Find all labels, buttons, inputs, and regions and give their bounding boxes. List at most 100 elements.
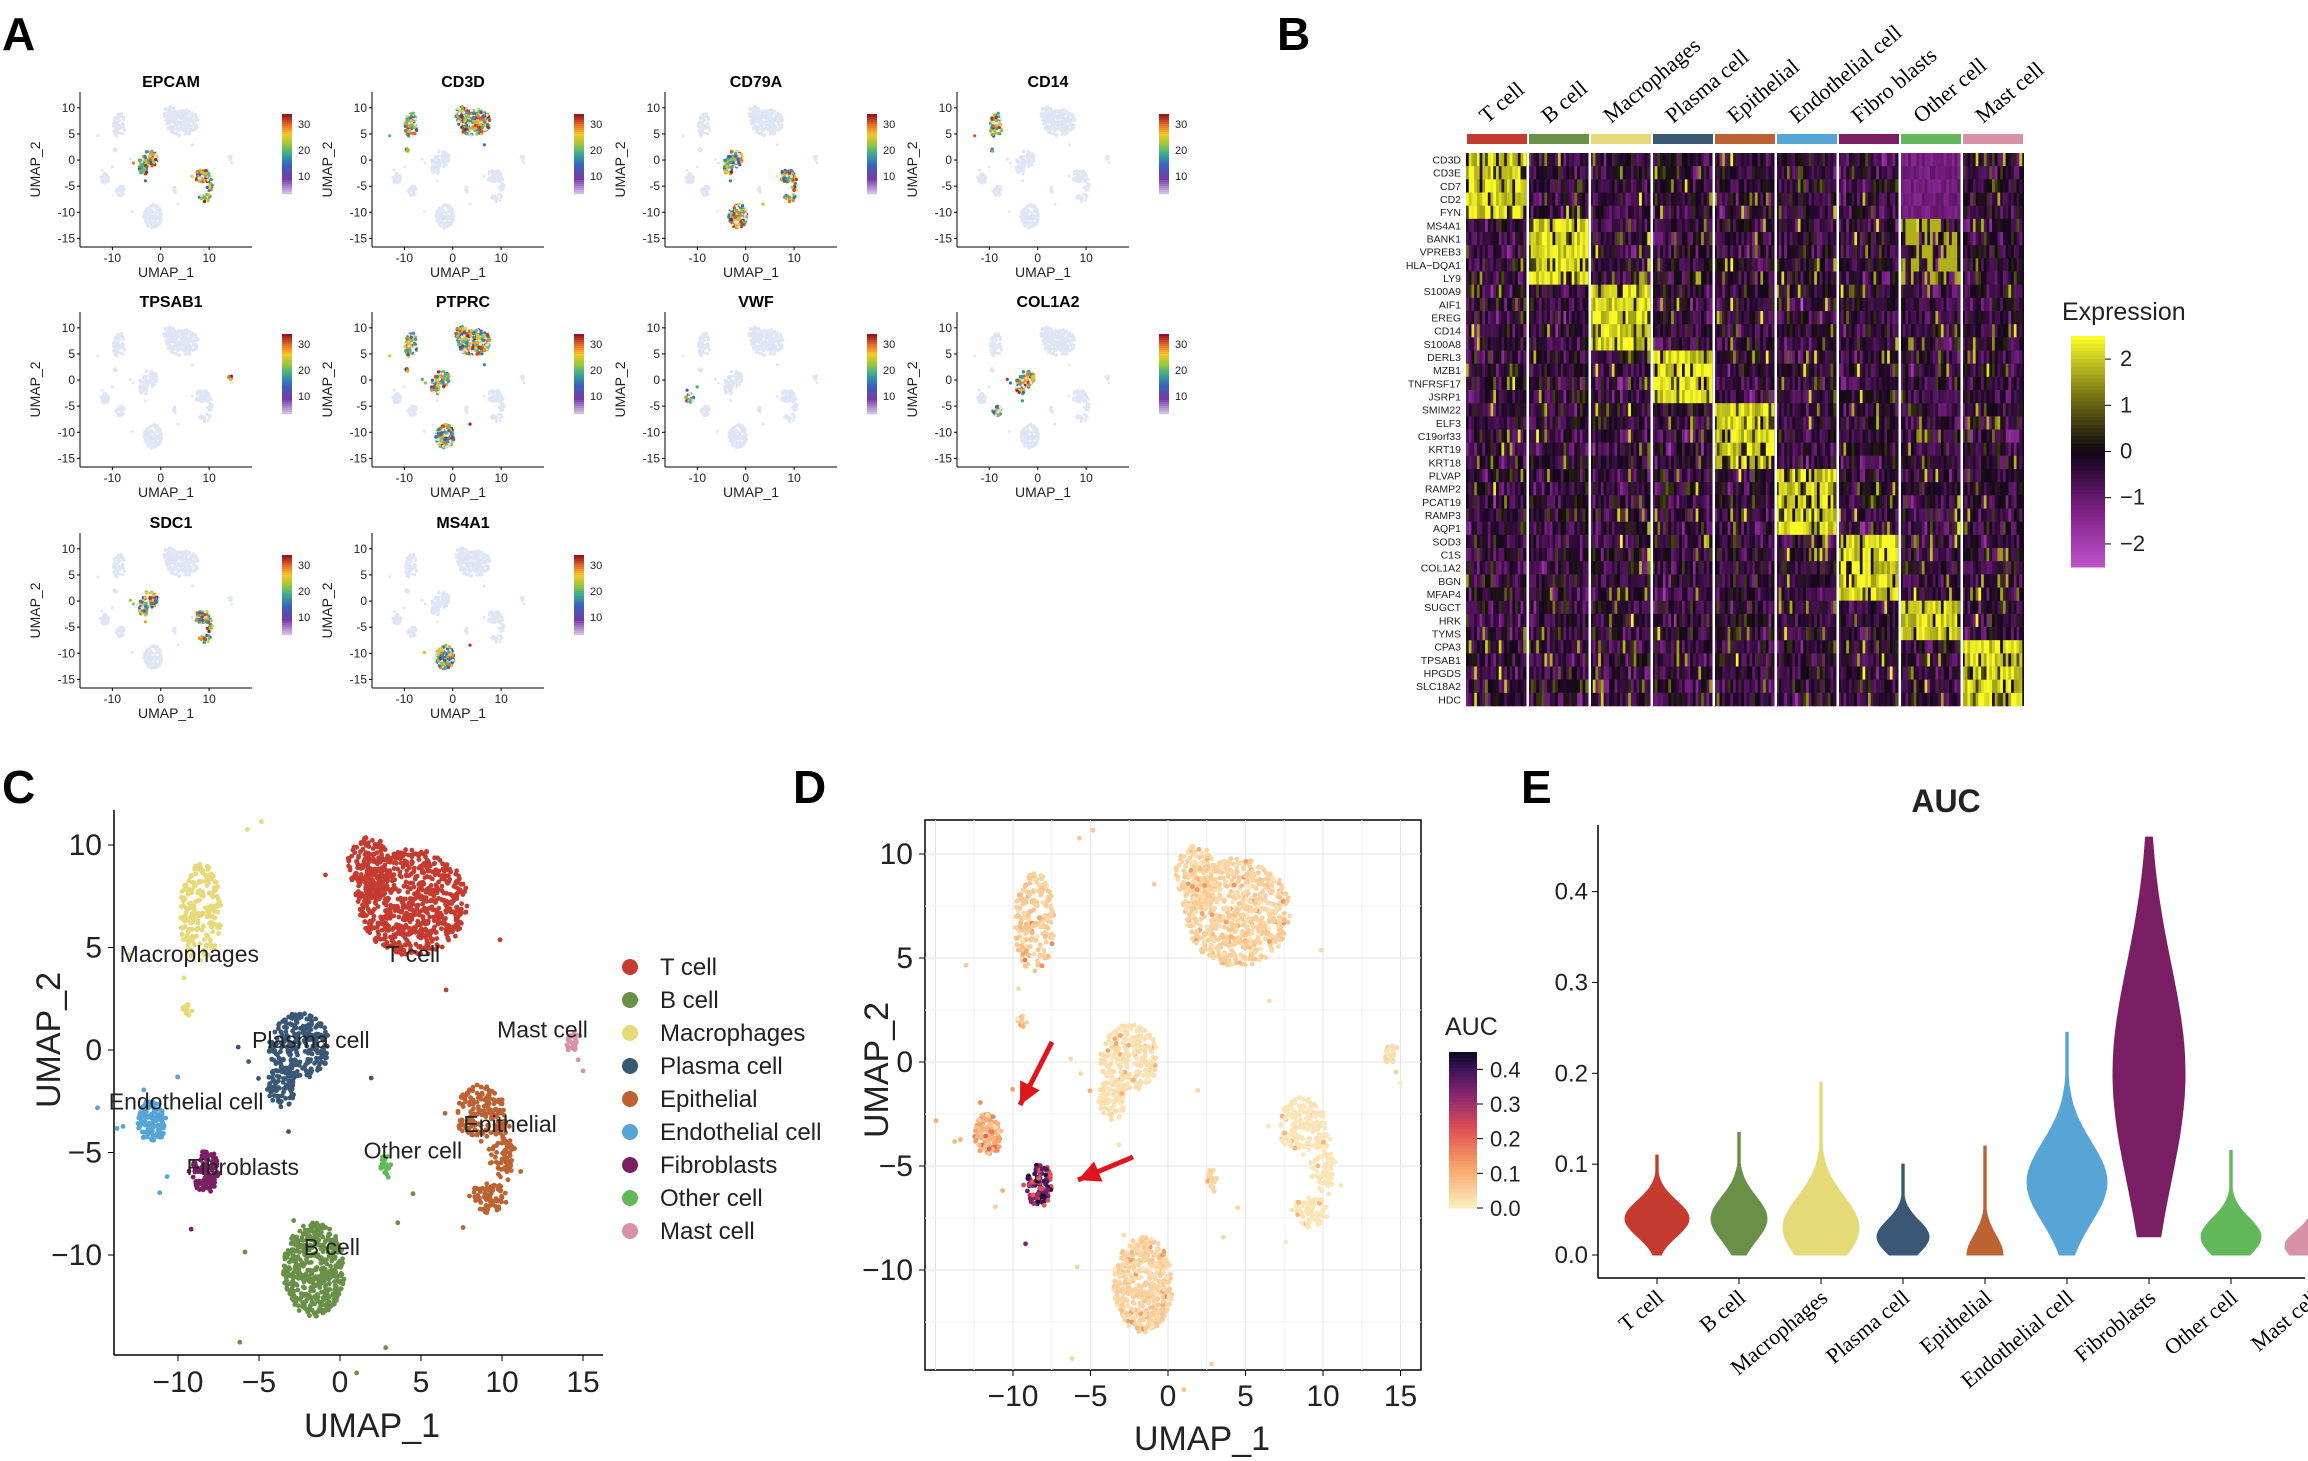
cell-point: [495, 172, 498, 175]
colorbar-step: [574, 130, 584, 132]
cell-point: [714, 158, 717, 161]
feature-plot-points: [681, 105, 818, 229]
cell-point: [395, 172, 398, 175]
cell-point: [172, 120, 175, 123]
y-tick-label: -5: [941, 179, 952, 193]
cell-point: [443, 165, 446, 168]
cell-point: [414, 118, 417, 121]
cell-point: [739, 220, 742, 223]
cell-point: [145, 161, 148, 164]
cell-point: [478, 126, 481, 129]
y-tick-label: -15: [643, 231, 661, 245]
cell-point: [469, 203, 472, 206]
cell-point: [155, 209, 158, 212]
x-tick-label: -10: [396, 251, 414, 265]
cell-point: [486, 123, 489, 126]
cell-point: [519, 156, 522, 159]
cell-point: [730, 171, 733, 174]
colorbar-step: [282, 178, 292, 180]
colorbar-step: [282, 154, 292, 156]
cell-point: [120, 112, 123, 115]
cell-point: [447, 220, 450, 223]
cell-point: [173, 189, 176, 192]
colorbar-step: [574, 168, 584, 170]
colorbar-step: [282, 192, 292, 194]
cell-point: [421, 158, 424, 161]
colorbar-step: [282, 176, 292, 178]
cell-point: [186, 126, 189, 129]
cell-point: [704, 127, 707, 130]
colorbar-step: [282, 138, 292, 140]
feature-plot-axes: 1050-5-10-15-10 0 10UMAP_1UMAP_2: [319, 92, 544, 280]
cell-point: [436, 159, 439, 162]
cell-point: [759, 186, 762, 189]
cell-point: [207, 196, 210, 199]
colorbar-step: [282, 118, 292, 120]
cell-point: [437, 218, 440, 221]
colorbar-step: [574, 156, 584, 158]
cell-point: [173, 124, 176, 127]
cell-point: [479, 123, 482, 126]
cell-point: [493, 175, 496, 178]
colorbar-step: [282, 142, 292, 144]
colorbar-step: [282, 116, 292, 118]
x-tick-label: -10: [981, 251, 999, 265]
colorbar-step: [574, 190, 584, 192]
cell-point: [1022, 151, 1025, 154]
colorbar-step: [574, 116, 584, 118]
cell-point: [207, 199, 210, 202]
colorbar-step: [867, 136, 877, 138]
cell-point: [701, 191, 704, 194]
cell-point: [448, 204, 451, 207]
cell-point: [791, 179, 794, 182]
colorbar-step: [867, 162, 877, 164]
cell-point: [104, 180, 107, 183]
cell-point: [191, 175, 194, 178]
cell-point: [1085, 189, 1088, 192]
cell-point: [702, 194, 705, 197]
colorbar-step: [574, 114, 584, 116]
cell-point: [198, 180, 201, 183]
cell-point: [122, 118, 125, 121]
cell-point: [493, 171, 496, 174]
cell-point: [691, 181, 694, 184]
feature-plot-colorbar: 302010: [867, 114, 895, 194]
cell-point: [462, 130, 465, 133]
cell-point: [481, 126, 484, 129]
cell-point: [701, 122, 704, 125]
cell-point: [165, 123, 168, 126]
cell-point: [121, 126, 124, 129]
cell-point: [750, 120, 753, 123]
cell-point: [145, 218, 148, 221]
colorbar-step: [574, 172, 584, 174]
cell-point: [499, 199, 502, 202]
cell-point: [989, 129, 992, 132]
cell-point: [201, 178, 204, 181]
cell-point: [689, 180, 692, 183]
cell-point: [1015, 166, 1018, 169]
colorbar-step: [282, 152, 292, 154]
cell-point: [178, 109, 181, 112]
cell-point: [444, 226, 447, 229]
colorbar-step: [867, 152, 877, 154]
cell-point: [405, 117, 408, 120]
cell-point: [466, 191, 469, 194]
y-tick-label: -15: [935, 231, 953, 245]
cell-point: [140, 165, 143, 168]
colorbar-step: [282, 128, 292, 130]
cell-point: [437, 166, 440, 169]
cell-point: [457, 123, 460, 126]
cell-point: [451, 213, 454, 216]
cell-point: [458, 108, 461, 111]
cell-point: [494, 178, 497, 181]
cell-point: [203, 200, 206, 203]
cell-point: [771, 126, 774, 129]
y-tick-label: 5: [68, 127, 75, 141]
cell-point: [433, 165, 436, 168]
colorbar-step: [867, 132, 877, 134]
cell-point: [739, 214, 742, 217]
cell-point: [155, 225, 158, 228]
cell-point: [684, 176, 687, 179]
cell-point: [470, 109, 473, 112]
cell-point: [191, 128, 194, 131]
